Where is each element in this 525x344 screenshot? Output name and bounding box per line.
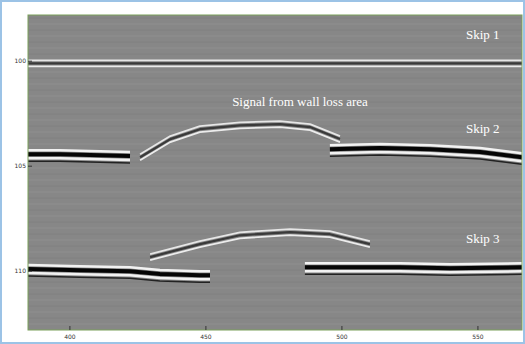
texture-line	[28, 180, 522, 181]
x-tick	[477, 326, 478, 330]
texture-line	[28, 114, 522, 115]
texture-line	[28, 300, 522, 301]
annotation: Signal from wall loss area	[232, 94, 368, 109]
texture-line	[28, 72, 522, 73]
skip-label: Skip 1	[466, 27, 500, 42]
texture-line	[28, 204, 522, 205]
x-tick-label: 400	[64, 333, 76, 340]
skip-label: Skip 2	[466, 121, 500, 136]
window-border	[1, 1, 524, 343]
texture-line	[28, 54, 522, 55]
echo	[28, 144, 522, 164]
y-tick-label: 110	[15, 267, 27, 274]
texture-line	[28, 24, 522, 25]
y-tick	[28, 166, 32, 167]
skip-label: Skip 3	[466, 231, 500, 246]
texture-line	[28, 282, 522, 283]
texture-line	[28, 144, 522, 145]
texture-line	[28, 306, 522, 307]
x-tick	[205, 326, 206, 330]
x-tick	[341, 326, 342, 330]
texture-line	[28, 132, 522, 133]
texture-line	[28, 210, 522, 211]
x-tick-label: 500	[336, 333, 348, 340]
y-tick-label: 100	[15, 57, 27, 64]
texture-line	[28, 228, 522, 229]
label-layer: Skip 1 Skip 2 Skip 3 Signal from wall loss …	[232, 27, 499, 246]
texture-line	[28, 192, 522, 193]
texture-line	[28, 36, 522, 37]
texture-line	[28, 288, 522, 289]
y-tick	[28, 61, 32, 62]
texture-line	[28, 60, 522, 61]
echo-line	[28, 267, 522, 275]
x-tick	[69, 326, 70, 330]
texture-line	[28, 240, 522, 241]
echo-stripe	[140, 127, 340, 160]
texture-line	[28, 312, 522, 313]
echo-line	[140, 124, 340, 157]
echo-line	[150, 232, 370, 257]
texture-line	[28, 30, 522, 31]
texture-line	[28, 222, 522, 223]
echo	[28, 263, 522, 282]
echo-stripe	[28, 59, 522, 61]
texture-line	[28, 84, 522, 85]
x-tick-label: 550	[472, 333, 484, 340]
echo-stripe	[150, 229, 370, 254]
echo-line	[28, 62, 522, 64]
echo-line	[28, 148, 522, 157]
texture-line	[28, 174, 522, 175]
scan-figure: Skip 1 Skip 2 Skip 3 Signal from wall loss …	[0, 0, 525, 344]
texture-line	[28, 324, 522, 325]
texture-line	[28, 126, 522, 127]
y-tick-label: 105	[15, 162, 27, 169]
echo-stripe	[28, 274, 522, 282]
echo-group	[28, 60, 522, 282]
texture-line	[28, 48, 522, 49]
plot-frame	[28, 15, 522, 330]
y-tick	[28, 271, 32, 272]
texture-line	[28, 294, 522, 295]
texture-line	[28, 138, 522, 139]
background	[0, 0, 525, 344]
texture-line	[28, 120, 522, 121]
x-tick-label: 450	[200, 333, 212, 340]
echo	[28, 60, 522, 66]
texture-line	[28, 198, 522, 199]
texture-line	[28, 252, 522, 253]
texture-line	[28, 66, 522, 67]
texture-line	[28, 258, 522, 259]
echo	[140, 121, 340, 160]
plot-background	[28, 15, 522, 330]
texture	[28, 18, 522, 324]
texture-line	[28, 186, 522, 187]
texture-line	[28, 216, 522, 217]
texture-line	[28, 42, 522, 43]
echo-stripe	[28, 65, 522, 67]
texture-line	[28, 78, 522, 79]
texture-line	[28, 318, 522, 319]
texture-line	[28, 168, 522, 169]
texture-line	[28, 90, 522, 91]
texture-line	[28, 246, 522, 247]
texture-line	[28, 18, 522, 19]
echo	[150, 229, 370, 260]
